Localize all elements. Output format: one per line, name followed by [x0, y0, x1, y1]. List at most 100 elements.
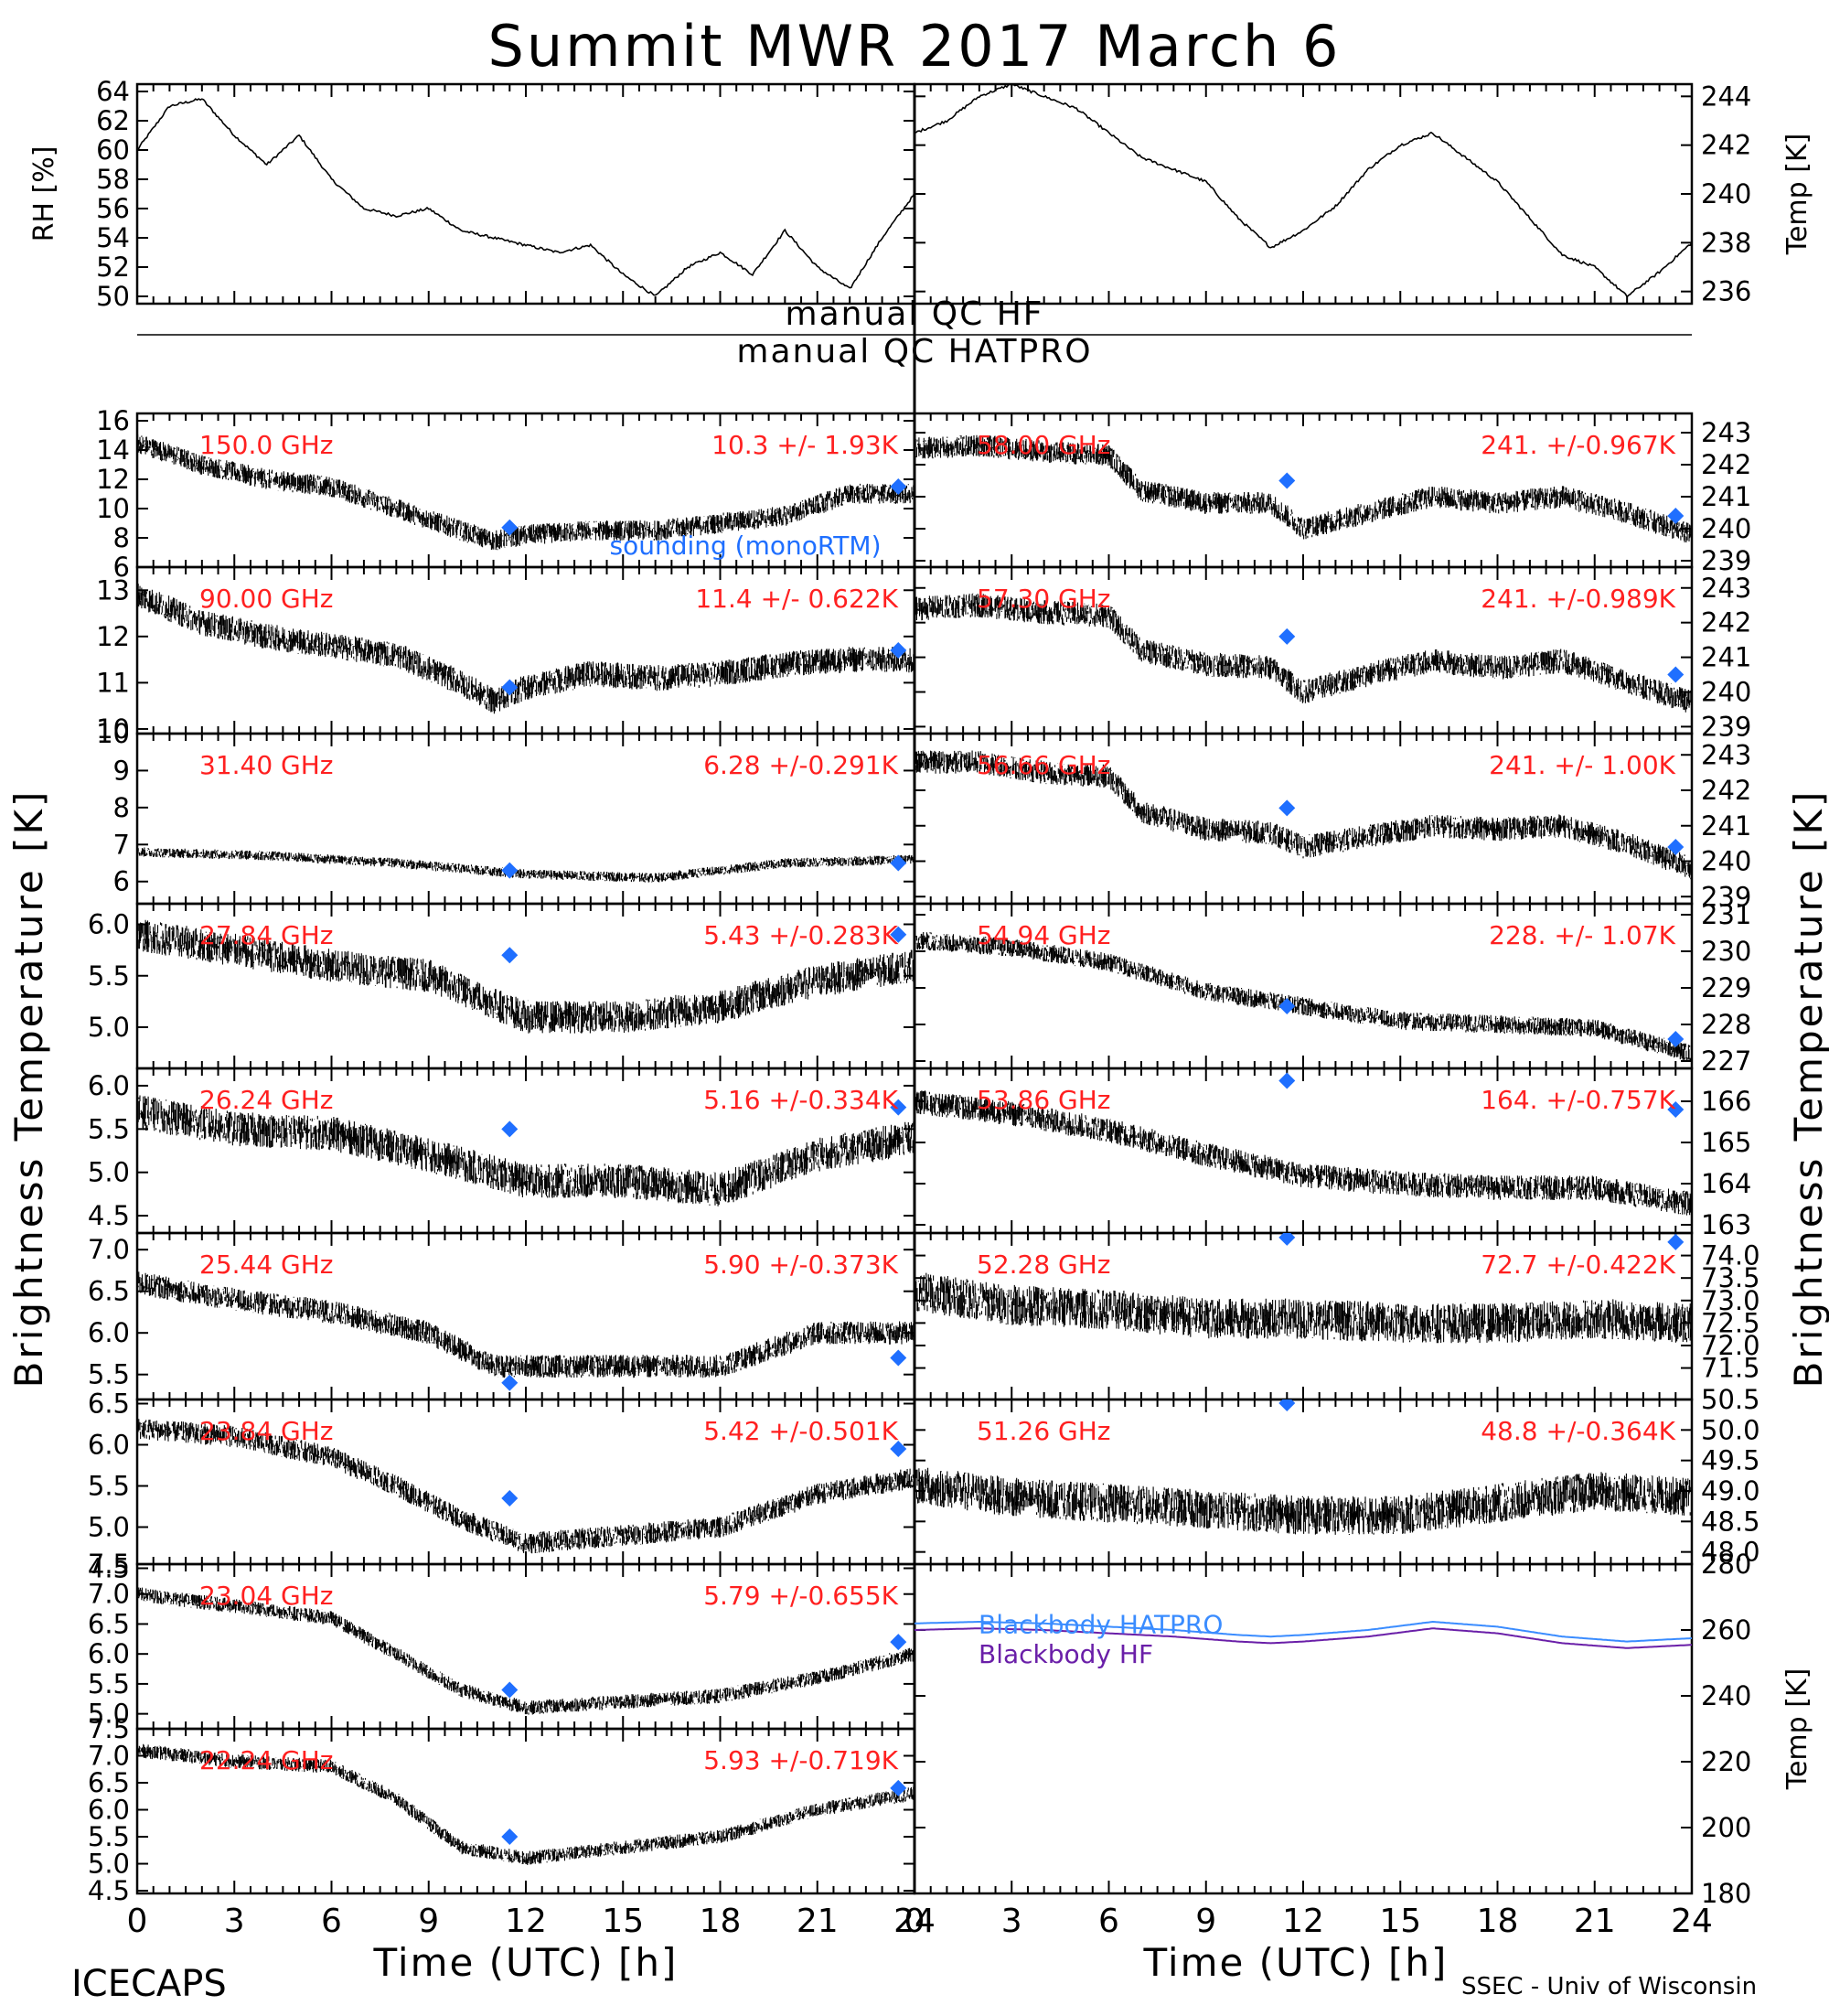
plot-area	[137, 1587, 914, 1715]
y-tick-label: 280	[1701, 1549, 1751, 1580]
sounding-point	[501, 862, 519, 879]
legend-sounding: sounding (monoRTM)	[610, 531, 882, 561]
panel-ch25: 7.0 6.5 6.0 5.5 25.44 GHz 5.90 +/-0.373K	[88, 1231, 916, 1401]
channel-label: 51.26 GHz	[977, 1416, 1111, 1446]
xlabel-right: Time (UTC) [h]	[1143, 1940, 1449, 1985]
sounding-point	[1667, 1233, 1685, 1250]
y-tick-label: 5.0	[88, 1849, 130, 1880]
y-tick-label: 4.5	[88, 1875, 130, 1906]
y-tick-label: 64	[96, 76, 130, 107]
y-tick-label: 166	[1701, 1086, 1751, 1117]
x-tick-label: 24	[1671, 1903, 1713, 1940]
y-tick-label: 58	[96, 164, 130, 195]
chart-title: Summit MWR 2017 March 6	[488, 13, 1342, 80]
y-tick-label: 6.5	[88, 1767, 130, 1798]
y-tick-label: 6	[113, 866, 130, 897]
y-tick-label: 260	[1701, 1614, 1751, 1646]
y-tick-label: 8	[113, 522, 130, 553]
x-tick-label: 9	[1195, 1903, 1216, 1940]
series-points	[914, 593, 1692, 713]
y-tick-label: 52	[96, 252, 130, 283]
plot-area	[914, 750, 1692, 880]
y-tick-label: 242	[1701, 130, 1751, 161]
channel-label: 90.00 GHz	[199, 584, 334, 614]
series-points	[914, 1271, 1692, 1344]
y-tick-label: 6.0	[88, 1317, 130, 1348]
y-tick-label: 9	[113, 755, 130, 786]
sounding-point	[501, 679, 519, 696]
y-tick-label: 12	[96, 621, 130, 652]
y-tick-label: 7.5	[88, 1549, 130, 1580]
y-tick-label: 240	[1701, 178, 1751, 209]
stat-label: 5.90 +/-0.373K	[703, 1249, 898, 1280]
y-tick-label: 242	[1701, 607, 1751, 638]
y-tick-label: 5.5	[88, 1821, 130, 1852]
panel-ch53: 166 165 164 163 53.86 GHz 164. +/-0.757K	[913, 1067, 1751, 1240]
plot-area	[914, 1620, 1692, 1649]
y-tick-label: 5.5	[88, 960, 130, 992]
panel-ch90: 13 12 11 10 90.00 GHz 11.4 +/- 0.622K	[96, 565, 916, 745]
sounding-point	[1278, 1233, 1296, 1246]
sounding-point	[1667, 839, 1685, 855]
sounding-point	[1278, 799, 1296, 817]
series-points	[137, 1419, 914, 1554]
y-tick-label: 4.5	[88, 1553, 130, 1584]
sounding-point	[1667, 1031, 1685, 1047]
x-tick-label: 3	[224, 1903, 245, 1940]
y-tick-label: 238	[1701, 227, 1751, 258]
panel-ch23b: 6.5 6.0 5.5 5.0 4.5 23.84 GHz 5.42 +/-0.501K	[88, 1389, 916, 1584]
x-tick-label: 18	[700, 1903, 742, 1940]
plot-area	[914, 1072, 1692, 1216]
sounding-point	[890, 1099, 907, 1116]
channel-label: 56.66 GHz	[977, 750, 1111, 780]
sounding-point	[890, 642, 907, 659]
y-tick-label: 243	[1701, 573, 1751, 604]
sounding-point	[1667, 1101, 1685, 1118]
y-tick-label: 7.0	[88, 1741, 130, 1772]
sounding-point	[501, 1374, 519, 1391]
x-tick-label: 12	[505, 1903, 547, 1940]
y-tick-label: 236	[1701, 276, 1751, 307]
y-tick-label: 12	[96, 464, 130, 495]
x-tick-label: 24	[893, 1903, 936, 1940]
y-tick-label: 72.5	[1701, 1307, 1760, 1338]
sounding-point	[1278, 472, 1296, 489]
sounding-point	[501, 947, 519, 964]
panel-ylabel: RH [%]	[28, 146, 60, 242]
series-points	[914, 750, 1692, 880]
series-points	[137, 434, 914, 551]
x-tick-label: 0	[127, 1903, 148, 1940]
y-tick-label: 230	[1701, 936, 1751, 967]
channel-label: 58.00 GHz	[977, 430, 1111, 460]
legend-bb-hf: Blackbody HF	[979, 1639, 1153, 1669]
y-tick-label: 10	[96, 718, 130, 749]
y-tick-label: 50	[96, 281, 130, 312]
y-tick-label: 7.0	[88, 1234, 130, 1265]
panel-temp: 236 238 240 242 244 Temp [K]	[913, 80, 1813, 307]
y-tick-label: 54	[96, 222, 130, 253]
series-points	[137, 847, 914, 883]
series-points	[914, 434, 1692, 542]
sounding-point	[1278, 1072, 1296, 1089]
panel-ch23a: 7.57.06.56.05.55.0 23.04 GHz 5.79 +/-0.655…	[88, 1549, 916, 1731]
plot-area	[137, 1743, 914, 1865]
y-tick-label: 229	[1701, 972, 1751, 1003]
plot-area	[137, 584, 914, 714]
panel-ch22: 7.57.06.56.05.55.04.5 22.24 GHz 5.93 +/-0.…	[88, 1713, 916, 1906]
y-tick-label: 240	[1701, 1680, 1751, 1711]
xlabel-left: Time (UTC) [h]	[373, 1940, 679, 1985]
y-tick-label: 6.5	[88, 1608, 130, 1639]
panel-frame	[913, 82, 1694, 306]
y-tick-label: 8	[113, 792, 130, 823]
sounding-point	[890, 926, 907, 943]
series-line-rh	[137, 98, 914, 296]
channel-label: 22.24 GHz	[199, 1745, 334, 1775]
sounding-point	[1278, 998, 1296, 1014]
y-tick-label: 71.5	[1701, 1353, 1760, 1384]
y-tick-label: 6.0	[88, 1638, 130, 1669]
sounding-point	[1667, 666, 1685, 683]
panel-ch52: 74.073.573.072.572.071.5 52.28 GHz 72.7 +/…	[913, 1231, 1760, 1401]
